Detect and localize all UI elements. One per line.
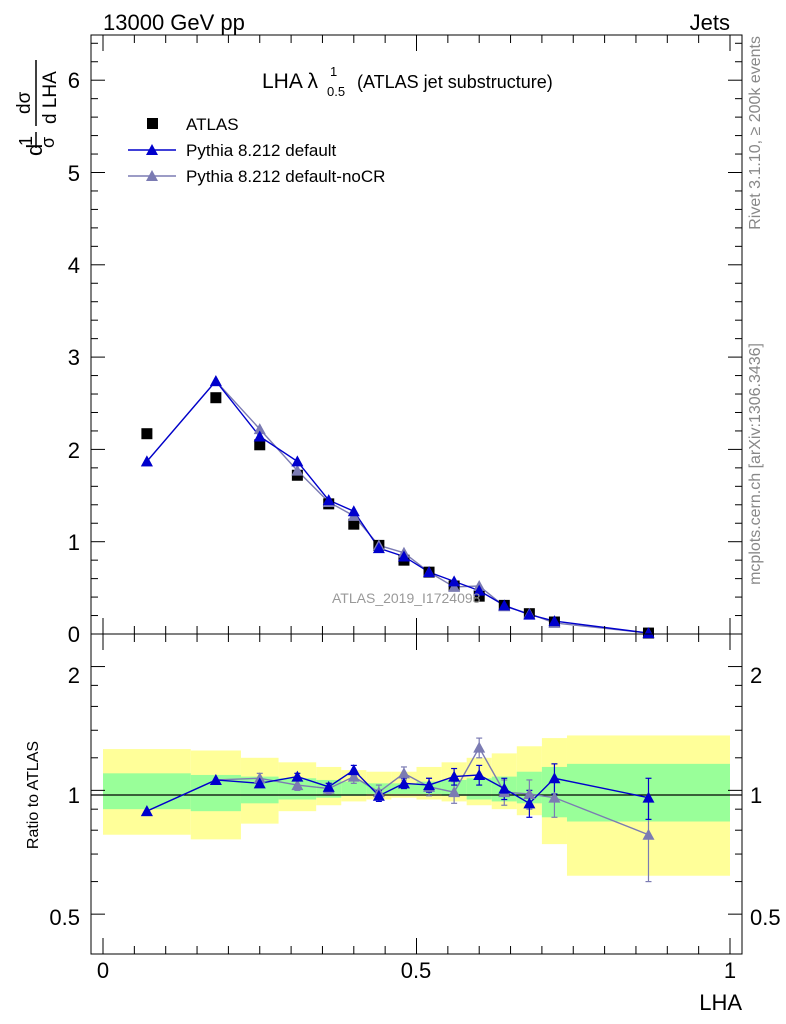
ratio-point-default — [209, 773, 222, 785]
legend-marker-nocr — [146, 170, 158, 181]
data-point-default — [423, 566, 436, 578]
uncertainty-band-inner — [341, 781, 367, 796]
ratio-point-default — [423, 779, 436, 791]
ratio-y-tick-label-right: 1 — [750, 783, 762, 808]
ylabel-dsigma: dσ — [14, 91, 35, 114]
x-tick-label: 0 — [97, 958, 109, 983]
y-tick-label: 0 — [68, 622, 80, 647]
ratio-point-default — [140, 805, 153, 817]
ratio-point-nocr — [548, 791, 561, 803]
y-tick-label: 1 — [68, 530, 80, 555]
data-point-default — [291, 455, 304, 467]
data-point-default — [448, 575, 461, 587]
ratio-point-default — [397, 777, 410, 789]
ratio-point-default — [642, 791, 655, 803]
legend-label-atlas: ATLAS — [186, 115, 239, 134]
data-point-default — [548, 615, 561, 627]
data-point-default — [397, 550, 410, 562]
y-tick-label: 6 — [68, 68, 80, 93]
y-tick-label: 2 — [68, 438, 80, 463]
title-suffix: (ATLAS jet substructure) — [357, 72, 553, 92]
uncertainty-band-inner — [103, 773, 191, 810]
x-tick-label: 1 — [724, 958, 736, 983]
data-point-default — [473, 584, 486, 596]
data-point-atlas — [473, 590, 485, 602]
data-point-default — [498, 599, 511, 611]
main-y-axis-label: d 1 σ dσ d LHA — [14, 60, 61, 156]
ratio-point-default — [498, 782, 511, 794]
x-tick-label: 0.5 — [401, 958, 432, 983]
ratio-y-tick-label: 1 — [68, 783, 80, 808]
legend-label-default: Pythia 8.212 default — [186, 141, 337, 160]
ratio-point-nocr — [397, 767, 410, 779]
mcplots-label: mcplots.cern.ch [arXiv:1306.3436] — [747, 343, 764, 585]
data-point-nocr — [291, 464, 304, 476]
data-point-default — [372, 542, 385, 554]
main-marks — [140, 375, 655, 639]
data-point-nocr — [448, 580, 461, 592]
ratio-point-default — [322, 780, 335, 792]
process-label: Jets — [690, 10, 730, 35]
data-point-default — [253, 430, 266, 442]
ylabel-d: d — [22, 144, 47, 156]
ylabel-dlha: d LHA — [40, 71, 61, 124]
ratio-point-default — [291, 770, 304, 782]
energy-label: 13000 GeV pp — [103, 10, 245, 35]
ratio-y-tick-label: 2 — [68, 663, 80, 688]
rivet-label: Rivet 3.1.10, ≥ 200k events — [747, 36, 764, 230]
ratio-marks — [140, 737, 655, 883]
data-point-default — [347, 505, 360, 517]
title-main: LHA λ — [262, 70, 319, 93]
ratio-panel: 0.5 1 2 0.5 1 2 Ratio to ATLAS 0 0.5 1 L… — [25, 633, 781, 1015]
chart-title: LHA λ 1 0.5 (ATLAS jet substructure) — [262, 64, 553, 99]
y-tick-label: 5 — [68, 161, 80, 186]
legend-marker-atlas — [147, 118, 158, 129]
ratio-bands — [103, 735, 730, 876]
ratio-point-nocr — [523, 787, 536, 799]
x-axis-label: LHA — [699, 990, 742, 1015]
ratio-point-nocr — [347, 770, 360, 782]
ratio-y-tick-label-right: 0.5 — [750, 905, 781, 930]
ratio-point-nocr — [642, 828, 655, 840]
ratio-ticks — [91, 634, 742, 954]
y-tick-label: 4 — [68, 253, 80, 278]
data-point-atlas — [254, 439, 266, 451]
data-point-atlas — [210, 392, 222, 404]
main-panel: 0 1 2 3 4 5 6 LHA λ 1 0.5 (ATLAS jet sub… — [14, 34, 743, 647]
ylabel-sigma: σ — [38, 137, 58, 148]
data-point-nocr — [253, 423, 266, 435]
ratio-point-nocr — [473, 741, 486, 753]
ratio-y-axis-label: Ratio to ATLAS — [25, 741, 42, 849]
data-point-default — [523, 608, 536, 620]
data-point-atlas — [141, 428, 153, 440]
data-point-default — [209, 375, 222, 387]
main-y-tick-labels: 0 1 2 3 4 5 6 — [68, 68, 80, 647]
y-tick-label: 3 — [68, 345, 80, 370]
data-point-default — [140, 455, 153, 467]
ylabel-one: 1 — [16, 136, 36, 146]
data-point-atlas — [348, 518, 360, 530]
legend: ATLAS Pythia 8.212 default Pythia 8.212 … — [128, 115, 385, 186]
ratio-y-tick-label: 0.5 — [49, 905, 80, 930]
ratio-point-default — [448, 770, 461, 782]
ratio-point-nocr — [291, 779, 304, 791]
legend-label-nocr: Pythia 8.212 default-noCR — [186, 167, 385, 186]
ratio-point-default — [253, 777, 266, 789]
data-point-default — [322, 494, 335, 506]
uncertainty-band-inner — [466, 778, 492, 800]
title-subscript: 0.5 — [327, 84, 345, 99]
ratio-point-default — [473, 768, 486, 780]
ratio-point-default — [372, 789, 385, 801]
ratio-point-nocr — [448, 786, 461, 798]
svg-text:LHA λ: LHA λ — [262, 70, 319, 93]
ratio-y-tick-label-right: 2 — [750, 663, 762, 688]
ratio-point-default — [347, 764, 360, 776]
legend-marker-default — [146, 144, 158, 155]
data-point-default — [642, 627, 655, 639]
ratio-point-default — [523, 797, 536, 809]
ratio-point-default — [548, 772, 561, 784]
title-superscript: 1 — [330, 64, 337, 79]
analysis-watermark: ATLAS_2019_I1724098 — [332, 590, 481, 606]
